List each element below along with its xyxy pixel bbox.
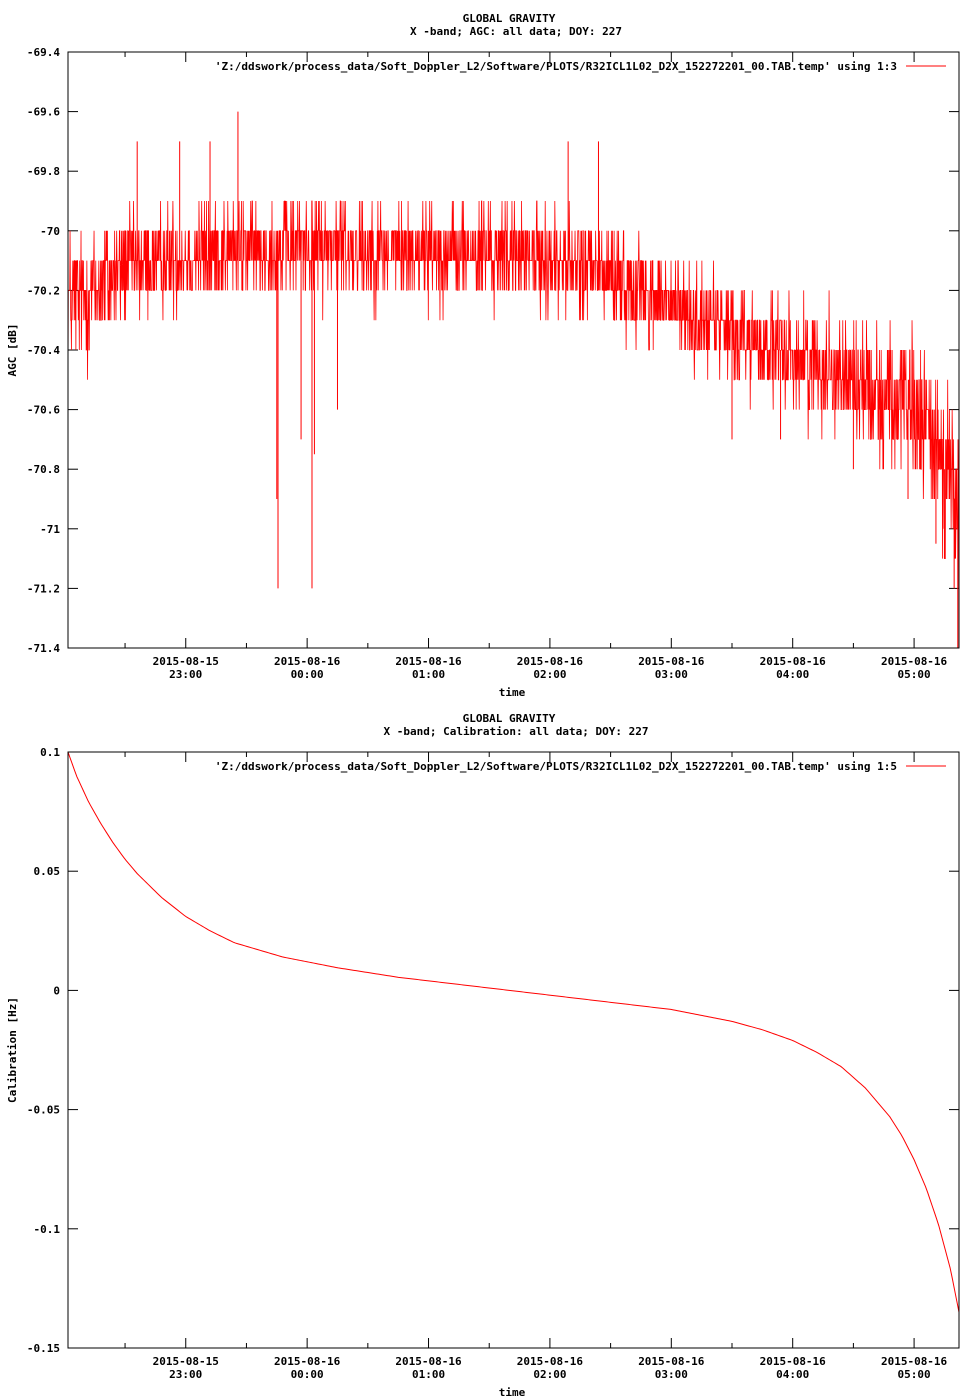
- x-tick-label-date: 2015-08-16: [274, 1355, 341, 1368]
- y-tick-label: 0.05: [34, 865, 61, 878]
- x-tick-label-time: 04:00: [776, 668, 809, 681]
- x-tick-label-date: 2015-08-16: [638, 655, 705, 668]
- chart-title: GLOBAL GRAVITY: [463, 712, 556, 725]
- x-tick-label-time: 05:00: [898, 668, 931, 681]
- plot-frame: [67, 51, 960, 649]
- chart-subtitle: X -band; Calibration: all data; DOY: 227: [384, 725, 649, 738]
- y-tick-label: -70.4: [27, 344, 60, 357]
- y-tick-label: 0.1: [40, 746, 60, 759]
- x-tick-label-time: 05:00: [898, 1368, 931, 1381]
- x-tick-label-date: 2015-08-16: [760, 655, 827, 668]
- plot-frame: [67, 751, 960, 1349]
- series-line: [67, 751, 960, 1313]
- legend-label: 'Z:/ddswork/process_data/Soft_Doppler_L2…: [215, 60, 897, 73]
- x-tick-label-time: 23:00: [169, 1368, 202, 1381]
- y-tick-label: 0: [53, 984, 60, 997]
- y-tick-label: -0.1: [34, 1223, 61, 1236]
- x-tick-label-date: 2015-08-16: [517, 1355, 584, 1368]
- x-tick-label-date: 2015-08-16: [395, 655, 462, 668]
- series-calibration: [67, 751, 960, 1313]
- y-tick-label: -69.4: [27, 46, 60, 59]
- y-tick-label: -71.4: [27, 642, 60, 655]
- series-agc: [67, 111, 960, 648]
- y-tick-label: -70.8: [27, 463, 60, 476]
- y-tick-label: -70.2: [27, 284, 60, 297]
- x-tick-label-date: 2015-08-15: [153, 655, 219, 668]
- x-tick-label-date: 2015-08-16: [881, 1355, 948, 1368]
- x-tick-label-time: 02:00: [533, 668, 566, 681]
- y-tick-label: -70.6: [27, 404, 60, 417]
- y-tick-label: -0.15: [27, 1342, 60, 1355]
- chart-title: GLOBAL GRAVITY: [463, 12, 556, 25]
- x-tick-label-date: 2015-08-16: [760, 1355, 827, 1368]
- legend-label: 'Z:/ddswork/process_data/Soft_Doppler_L2…: [215, 760, 897, 773]
- x-tick-label-date: 2015-08-16: [274, 655, 341, 668]
- x-tick-label-date: 2015-08-15: [153, 1355, 219, 1368]
- y-tick-label: -0.05: [27, 1104, 60, 1117]
- y-tick-label: -71.2: [27, 582, 60, 595]
- calibration-chart: GLOBAL GRAVITY X -band; Calibration: all…: [6, 712, 960, 1399]
- y-axis-label: AGC [dB]: [6, 324, 19, 377]
- x-tick-label-time: 02:00: [533, 1368, 566, 1381]
- x-tick-label-time: 01:00: [412, 1368, 445, 1381]
- chart-subtitle: X -band; AGC: all data; DOY: 227: [410, 25, 622, 38]
- x-tick-label-date: 2015-08-16: [881, 655, 948, 668]
- x-tick-label-time: 03:00: [655, 1368, 688, 1381]
- agc-chart: GLOBAL GRAVITY X -band; AGC: all data; D…: [6, 12, 960, 699]
- y-tick-label: -69.6: [27, 106, 60, 119]
- x-tick-label-time: 04:00: [776, 1368, 809, 1381]
- x-tick-label-date: 2015-08-16: [638, 1355, 705, 1368]
- y-tick-label: -70: [40, 225, 60, 238]
- axis-ticks: -71.4 -71.2 -71 -70.8 -70.6 -70.4 -70.2 -70 -69.…: [27, 46, 959, 681]
- x-axis-label: time: [499, 1386, 526, 1399]
- y-axis-label: Calibration [Hz]: [6, 997, 19, 1103]
- y-tick-label: -71: [40, 523, 60, 536]
- x-axis-label: time: [499, 686, 526, 699]
- series-line: [67, 200, 960, 589]
- x-tick-label-time: 01:00: [412, 668, 445, 681]
- x-tick-label-time: 03:00: [655, 668, 688, 681]
- x-tick-label-time: 00:00: [291, 668, 324, 681]
- x-tick-label-time: 00:00: [291, 1368, 324, 1381]
- x-tick-label-date: 2015-08-16: [395, 1355, 462, 1368]
- x-tick-label-date: 2015-08-16: [517, 655, 584, 668]
- x-tick-label-time: 23:00: [169, 668, 202, 681]
- y-tick-label: -69.8: [27, 165, 60, 178]
